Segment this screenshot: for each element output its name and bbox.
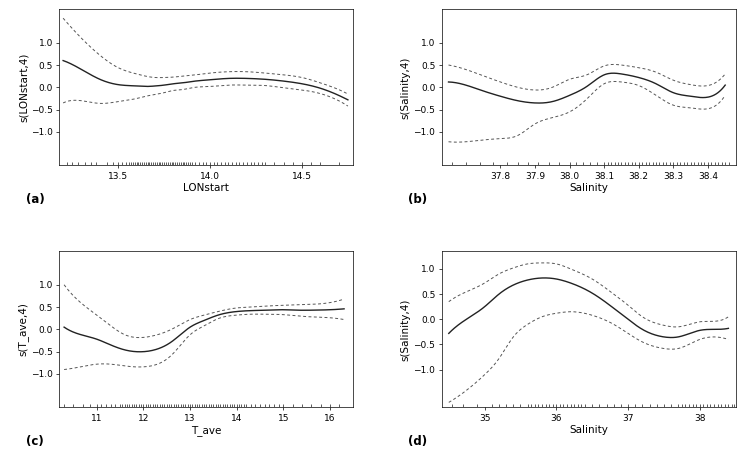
- Text: (a): (a): [26, 193, 45, 206]
- Y-axis label: s(LONstart,4): s(LONstart,4): [19, 53, 28, 122]
- Y-axis label: s(Salinity,4): s(Salinity,4): [400, 56, 411, 119]
- X-axis label: LONstart: LONstart: [184, 183, 230, 194]
- Y-axis label: s(T_ave,4): s(T_ave,4): [18, 302, 28, 357]
- X-axis label: Salinity: Salinity: [569, 425, 608, 436]
- X-axis label: T_ave: T_ave: [191, 425, 221, 436]
- X-axis label: Salinity: Salinity: [569, 183, 608, 194]
- Y-axis label: s(Salinity,4): s(Salinity,4): [400, 298, 411, 361]
- Text: (b): (b): [408, 193, 427, 206]
- Text: (c): (c): [26, 435, 44, 448]
- Text: (d): (d): [408, 435, 427, 448]
